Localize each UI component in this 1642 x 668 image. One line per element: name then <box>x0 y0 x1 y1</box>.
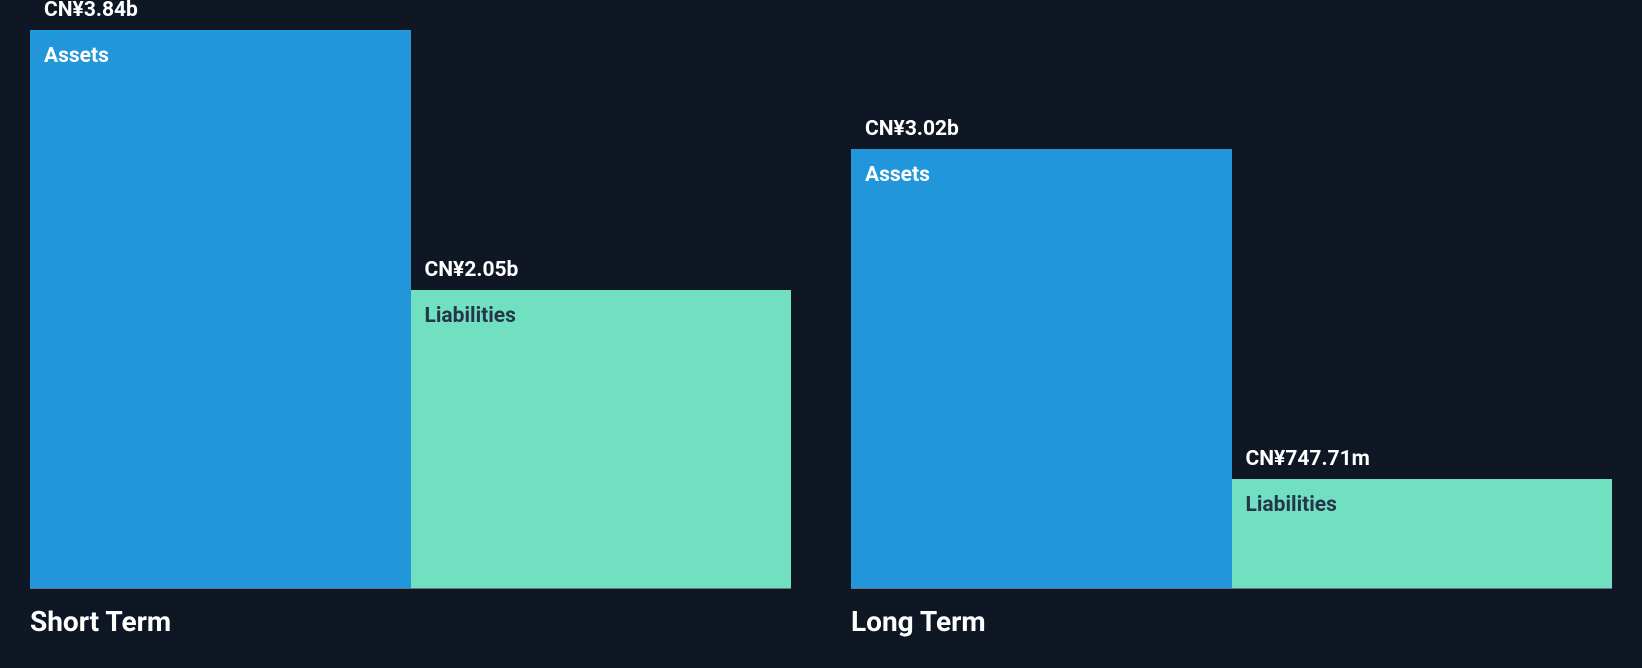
bars-area: CN¥3.02b Assets CN¥747.71m Liabilities <box>851 30 1612 589</box>
bar-value-label: CN¥3.02b <box>865 117 959 141</box>
bar-value-label: CN¥3.84b <box>44 0 138 22</box>
bar-wrap-liabilities: CN¥2.05b Liabilities <box>411 30 792 588</box>
bar-value-label: CN¥747.71m <box>1246 447 1370 471</box>
bar-liabilities: CN¥747.71m Liabilities <box>1232 479 1613 588</box>
bar-value-label: CN¥2.05b <box>425 258 519 282</box>
bar-wrap-liabilities: CN¥747.71m Liabilities <box>1232 30 1613 588</box>
panel-short-term: CN¥3.84b Assets CN¥2.05b Liabilities Sho… <box>30 30 791 638</box>
bar-series-label: Assets <box>865 163 930 187</box>
bar-assets: CN¥3.84b Assets <box>30 30 411 588</box>
panel-long-term: CN¥3.02b Assets CN¥747.71m Liabilities L… <box>851 30 1612 638</box>
bar-series-label: Liabilities <box>1246 493 1337 517</box>
bar-series-label: Liabilities <box>425 304 516 328</box>
bar-wrap-assets: CN¥3.84b Assets <box>30 30 411 588</box>
bar-assets: CN¥3.02b Assets <box>851 149 1232 588</box>
bar-liabilities: CN¥2.05b Liabilities <box>411 290 792 588</box>
panel-title: Short Term <box>30 589 791 638</box>
bar-series-label: Assets <box>44 44 109 68</box>
bar-wrap-assets: CN¥3.02b Assets <box>851 30 1232 588</box>
panel-title: Long Term <box>851 589 1612 638</box>
bars-area: CN¥3.84b Assets CN¥2.05b Liabilities <box>30 30 791 589</box>
chart-container: CN¥3.84b Assets CN¥2.05b Liabilities Sho… <box>0 0 1642 668</box>
